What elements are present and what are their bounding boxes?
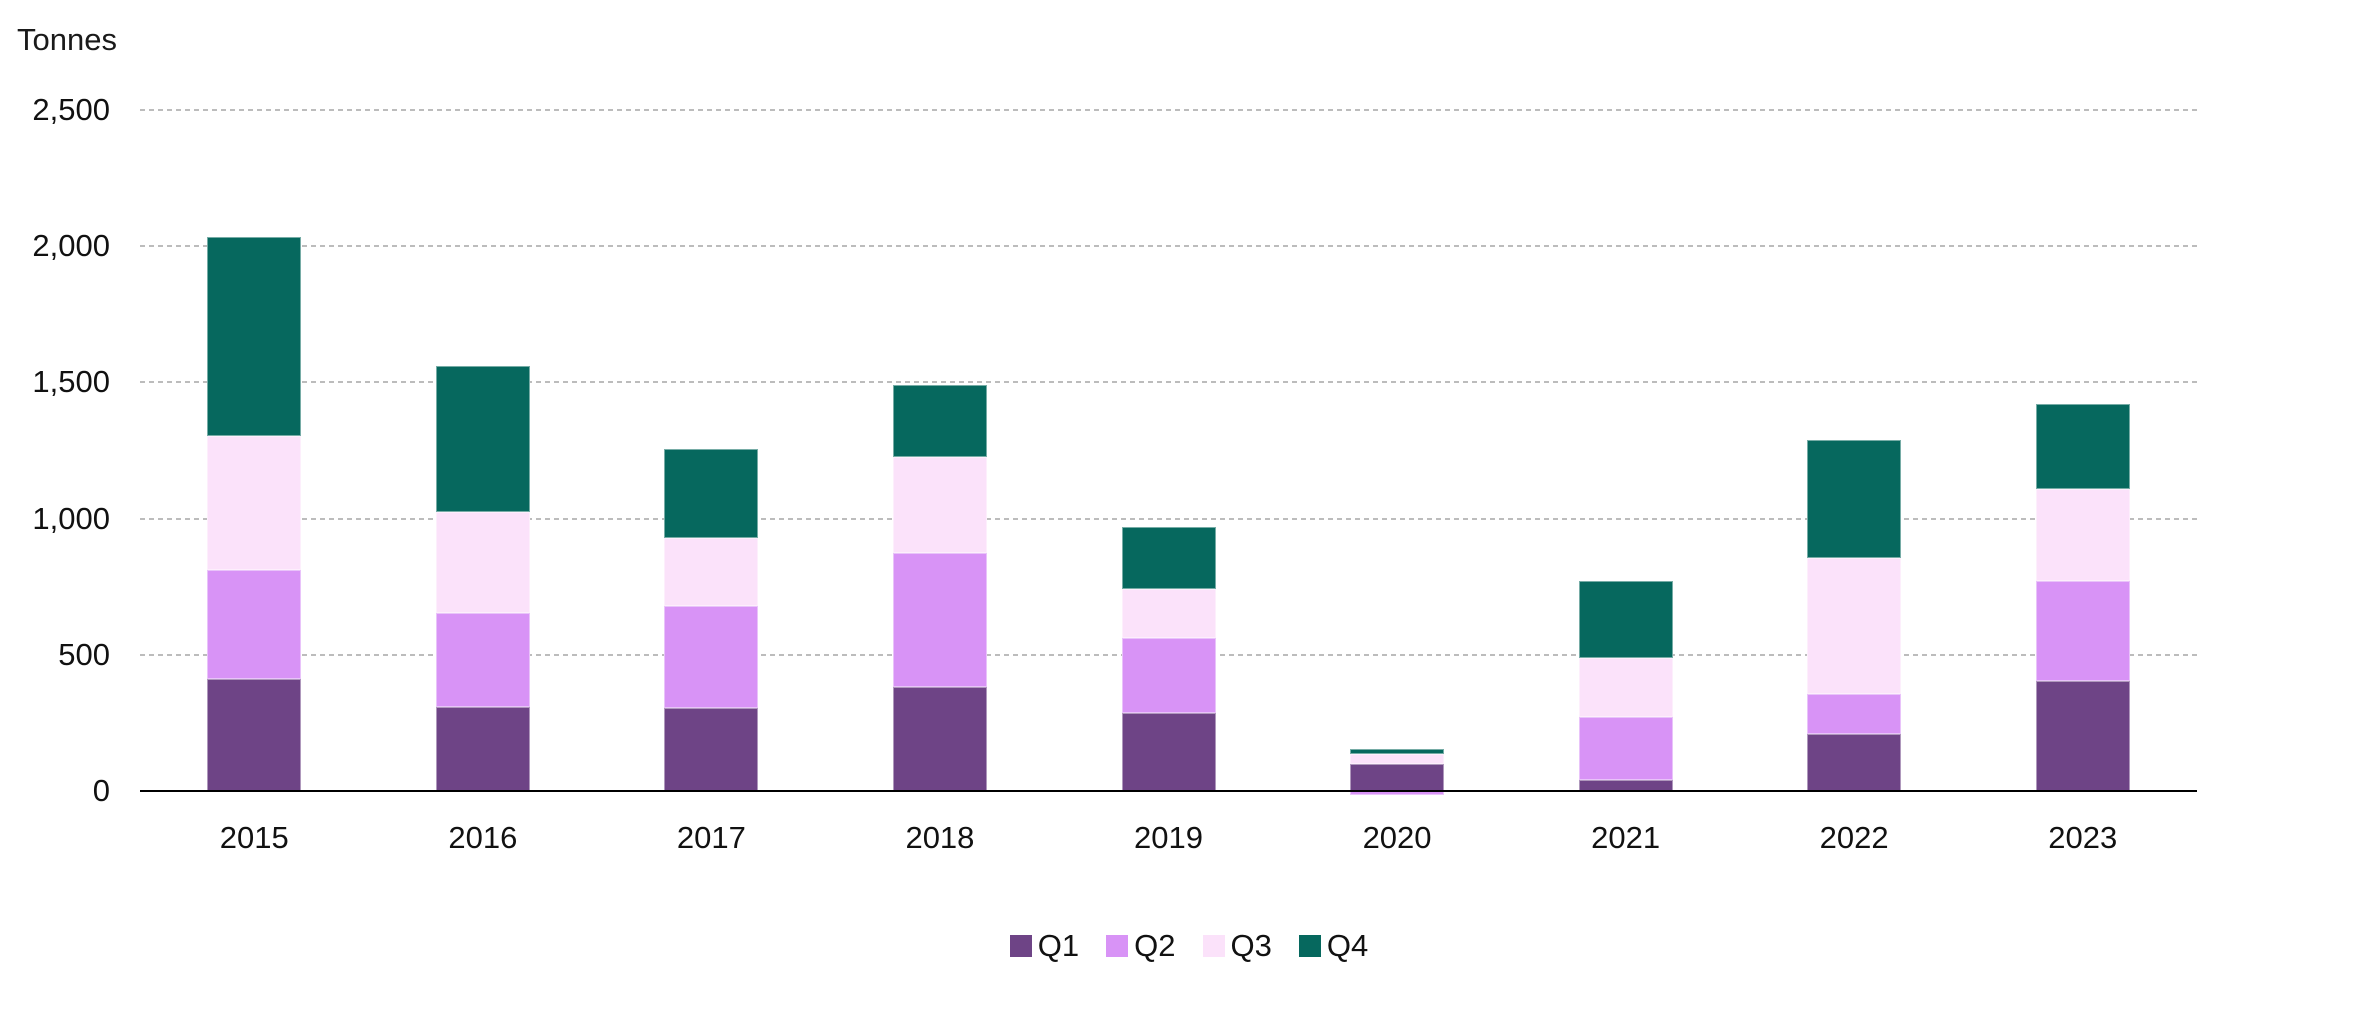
bar-segment-q2-2017: [664, 605, 759, 708]
bar-segment-q1-2015: [207, 679, 302, 791]
bar-segment-q3-2015: [207, 435, 302, 571]
bar-segment-q2-2018: [892, 552, 987, 688]
x-axis-line: [140, 790, 2197, 792]
bar-segment-q2-2021: [1578, 717, 1673, 781]
bar-segment-q1-2016: [435, 706, 530, 791]
legend-label-q1: Q1: [1037, 928, 1080, 963]
legend-label-q2: Q2: [1134, 928, 1176, 963]
bar-segment-q3-2018: [892, 457, 987, 553]
y-tick-label-1000: 1,000: [32, 500, 110, 536]
bar-segment-q2-2019: [1121, 638, 1216, 714]
y-tick-label-1500: 1,500: [32, 364, 110, 400]
x-tick-label-2016: 2016: [448, 820, 518, 855]
gridline-1000: [140, 517, 2197, 520]
legend: Q1 Q2 Q3 Q4: [0, 928, 2378, 964]
y-tick-label-0: 0: [92, 773, 110, 808]
bar-segment-q1-2022: [1807, 733, 1902, 791]
legend-item-q1: Q1: [1009, 928, 1080, 964]
bar-segment-q4-2017: [664, 449, 759, 538]
bar-segment-q3-2016: [435, 511, 530, 613]
bar-segment-q3-2023: [2035, 488, 2130, 582]
legend-swatch-q1: [1009, 935, 1032, 957]
bar-segment-q2-2016: [435, 612, 530, 707]
bar-segment-q4-2019: [1121, 526, 1216, 590]
x-tick-label-2015: 2015: [219, 820, 289, 855]
legend-label-q4: Q4: [1326, 928, 1369, 963]
y-tick-label-2000: 2,000: [32, 228, 110, 264]
bar-segment-q4-2016: [435, 366, 530, 512]
gridline-1500: [140, 381, 2197, 384]
x-tick-label-2021: 2021: [1591, 820, 1661, 855]
x-tick-label-2017: 2017: [676, 820, 746, 855]
bar-segment-q1-2018: [892, 687, 987, 791]
bar-segment-q3-2021: [1578, 657, 1673, 718]
legend-swatch-q3: [1202, 935, 1225, 957]
bar-segment-q4-2021: [1578, 581, 1673, 658]
bar-segment-q4-2020: [1350, 748, 1445, 755]
bar-segment-q2-2023: [2035, 581, 2130, 681]
legend-label-q3: Q3: [1230, 928, 1272, 963]
bar-segment-q1-2020: [1350, 763, 1445, 791]
gridline-2500: [140, 109, 2197, 111]
legend-swatch-q2: [1106, 935, 1129, 957]
bar-segment-q1-2017: [664, 707, 759, 791]
y-tick-label-2500: 2,500: [32, 92, 110, 127]
bar-segment-q2-2015: [207, 570, 302, 680]
bar-segment-q3-2017: [664, 537, 759, 606]
x-tick-label-2022: 2022: [1819, 820, 1889, 855]
bar-segment-q2-2022: [1807, 694, 1902, 734]
legend-item-q2: Q2: [1106, 928, 1176, 964]
bar-segment-q1-2023: [2035, 680, 2130, 791]
bar-segment-q4-2022: [1807, 439, 1902, 559]
bar-segment-q3-2022: [1807, 558, 1902, 695]
y-axis-title: Tonnes: [17, 22, 117, 57]
y-tick-label-500: 500: [58, 636, 110, 672]
bar-segment-q3-2019: [1121, 589, 1216, 639]
x-tick-label-2018: 2018: [905, 820, 975, 855]
x-tick-label-2019: 2019: [1134, 820, 1203, 855]
legend-item-q3: Q3: [1202, 928, 1272, 964]
x-tick-label-2023: 2023: [2048, 820, 2118, 855]
bar-segment-q4-2023: [2035, 404, 2130, 489]
gridline-2000: [140, 245, 2197, 248]
legend-swatch-q4: [1298, 935, 1321, 957]
x-tick-label-2020: 2020: [1362, 820, 1432, 855]
legend-item-q4: Q4: [1298, 928, 1369, 964]
bar-segment-q3-2020: [1350, 754, 1445, 764]
bar-segment-q4-2015: [207, 236, 302, 436]
bar-segment-q1-2019: [1121, 713, 1216, 791]
bar-segment-q4-2018: [892, 385, 987, 458]
